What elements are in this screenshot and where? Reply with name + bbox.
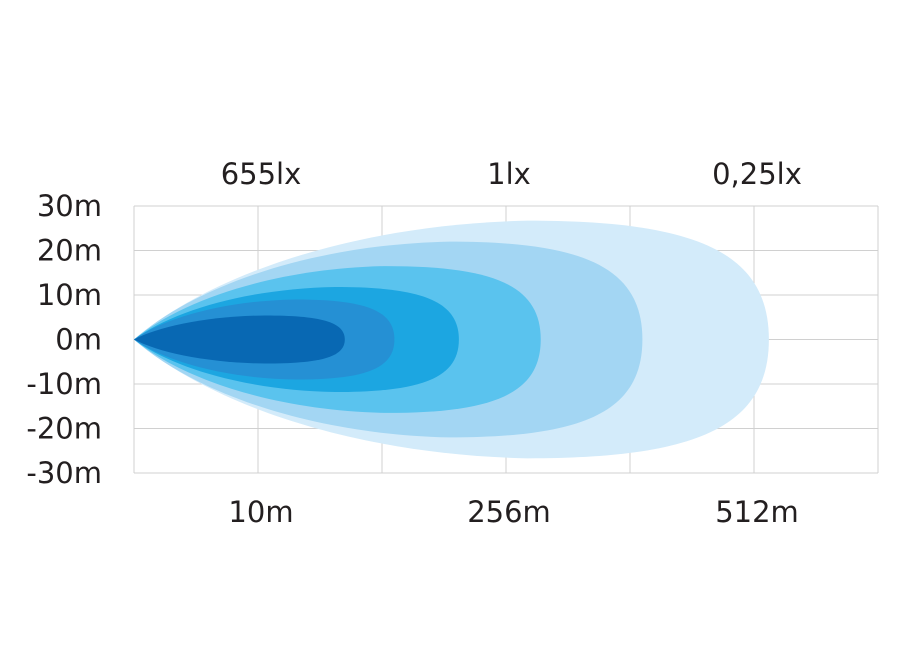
y-tick-label: -20m bbox=[26, 412, 102, 446]
y-tick-label: 20m bbox=[37, 234, 102, 268]
y-tick-label: -10m bbox=[26, 367, 102, 401]
y-tick-label: 10m bbox=[37, 278, 102, 312]
distance-label: 256m bbox=[467, 495, 551, 529]
lux-label: 1lx bbox=[487, 157, 531, 191]
distance-labels: 10m 256m 512m bbox=[228, 495, 798, 529]
lux-label: 0,25lx bbox=[712, 157, 802, 191]
beam-contours bbox=[134, 220, 769, 459]
distance-label: 10m bbox=[228, 495, 293, 529]
lux-label: 655lx bbox=[221, 157, 302, 191]
beam-contour-6 bbox=[134, 315, 345, 364]
y-tick-label: -30m bbox=[26, 456, 102, 490]
y-axis-labels: 30m 20m 10m 0m -10m -20m -30m bbox=[26, 189, 102, 490]
distance-label: 512m bbox=[715, 495, 799, 529]
y-tick-label: 30m bbox=[37, 189, 102, 223]
y-tick-label: 0m bbox=[55, 323, 102, 357]
lux-labels: 655lx 1lx 0,25lx bbox=[221, 157, 802, 191]
